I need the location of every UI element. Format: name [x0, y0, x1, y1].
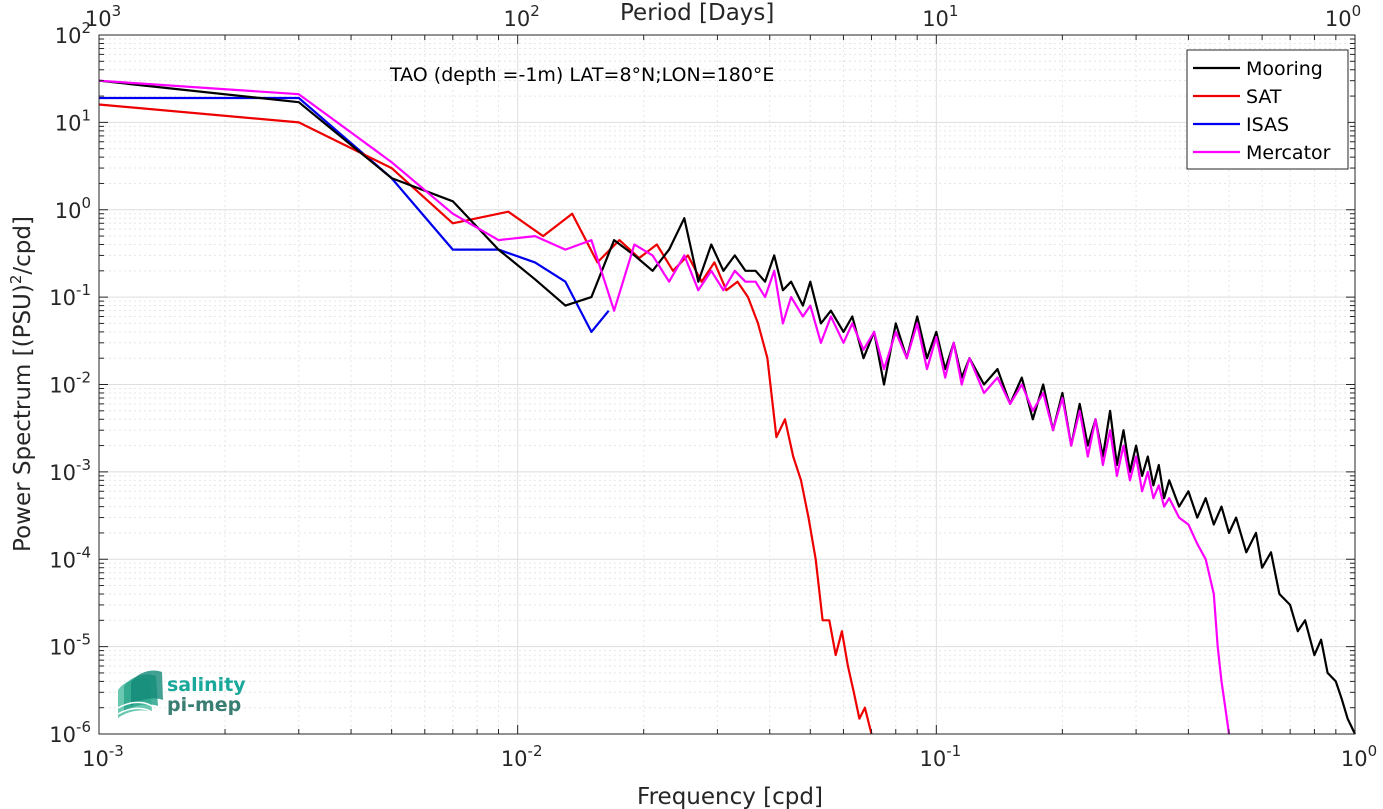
y-axis-title-part: Power Spectrum [(PSU): [10, 284, 36, 552]
y-tick-label-exponent: -1: [76, 281, 91, 299]
top-axis-title: Period [Days]: [620, 0, 774, 26]
x-tick-label-exponent: -2: [528, 742, 543, 760]
top-tick-label-base: 10: [922, 7, 949, 31]
y-tick-label-exponent: 2: [81, 19, 91, 37]
logo-text-salinity: salinity: [167, 674, 246, 696]
x-tick-label-base: 10: [501, 747, 528, 771]
y-tick-label-base: 10: [49, 374, 76, 398]
y-tick-label-base: 10: [55, 24, 82, 48]
y-tick-label-base: 10: [49, 461, 76, 485]
logo-text-pi-mep: pi-mep: [167, 694, 241, 716]
y-tick-label-base: 10: [55, 111, 82, 135]
series-line-mooring: [98, 79, 1356, 735]
x-tick-label-exponent: -3: [109, 742, 124, 760]
salinity-pi-mep-logo: salinity pi-mep: [117, 670, 246, 718]
legend-label-sat: SAT: [1246, 86, 1282, 108]
x-tick-label-base: 10: [82, 747, 109, 771]
chart-title: TAO (depth =-1m) LAT=8°N;LON=180°E: [389, 64, 774, 86]
y-tick-label-exponent: -6: [76, 718, 91, 736]
legend-label-mercator: Mercator: [1246, 142, 1331, 164]
x-tick-label-exponent: 0: [1368, 742, 1378, 760]
x-tick-label: 100: [1341, 742, 1377, 771]
y-tick-label: 10-5: [49, 631, 91, 660]
y-axis-title-part: /cpd]: [10, 216, 36, 275]
y-tick-label-base: 10: [49, 636, 76, 660]
top-tick-label-exponent: 1: [949, 2, 959, 20]
y-tick-label: 100: [55, 194, 91, 223]
legend: Mooring SAT ISAS Mercator: [1186, 49, 1349, 170]
x-tick-label-exponent: -1: [946, 742, 961, 760]
series-layer: [98, 79, 1356, 735]
minor-grid: [99, 35, 1355, 734]
y-tick-label: 10-4: [49, 543, 91, 572]
y-tick-label-exponent: -2: [76, 369, 91, 387]
top-tick-label: 100: [1325, 2, 1361, 31]
legend-label-isas: ISAS: [1246, 114, 1289, 136]
series-line-mercator: [98, 79, 1231, 735]
y-tick-label: 10-6: [49, 718, 91, 747]
y-tick-label-base: 10: [49, 548, 76, 572]
top-tick-label-base: 10: [1325, 7, 1352, 31]
x-tick-label: 10-1: [919, 742, 961, 771]
top-tick-label-base: 10: [85, 7, 112, 31]
y-tick-label-base: 10: [55, 199, 82, 223]
legend-label-mooring: Mooring: [1246, 58, 1323, 80]
y-tick-label: 102: [55, 19, 91, 48]
top-tick-label-exponent: 2: [530, 2, 540, 20]
y-axis-title-exponent: 2: [7, 275, 25, 285]
legend-box: [1186, 49, 1349, 170]
y-tick-label-exponent: -5: [76, 631, 91, 649]
x-tick-label: 10-3: [82, 742, 124, 771]
y-tick-label-base: 10: [49, 723, 76, 747]
x-axis-title: Frequency [cpd]: [637, 784, 823, 809]
top-tick-label-exponent: 0: [1352, 2, 1362, 20]
y-tick-label-exponent: 1: [81, 106, 91, 124]
x-tick-label-base: 10: [919, 747, 946, 771]
top-tick-label: 101: [922, 2, 958, 31]
top-tick-label: 102: [504, 2, 540, 31]
y-tick-label: 10-2: [49, 369, 91, 398]
x-tick-label-base: 10: [1341, 747, 1368, 771]
top-tick-label-base: 10: [504, 7, 531, 31]
y-tick-label-exponent: -4: [76, 543, 91, 561]
logo-waves-icon: [117, 670, 163, 718]
y-tick-label: 101: [55, 106, 91, 135]
y-tick-label-exponent: -3: [76, 456, 91, 474]
y-tick-label-base: 10: [49, 286, 76, 310]
legend-items: Mooring SAT ISAS Mercator: [1193, 58, 1331, 164]
y-axis-title: Power Spectrum [(PSU)2/cpd]: [7, 216, 36, 552]
y-tick-label-exponent: 0: [81, 194, 91, 212]
y-tick-label: 10-3: [49, 456, 91, 485]
top-tick-label: 103: [85, 2, 121, 31]
x-tick-label: 10-2: [501, 742, 543, 771]
top-tick-label-exponent: 3: [112, 2, 122, 20]
y-tick-label: 10-1: [49, 281, 91, 310]
tick-marks: [98, 34, 1356, 735]
series-line-sat: [98, 103, 873, 735]
